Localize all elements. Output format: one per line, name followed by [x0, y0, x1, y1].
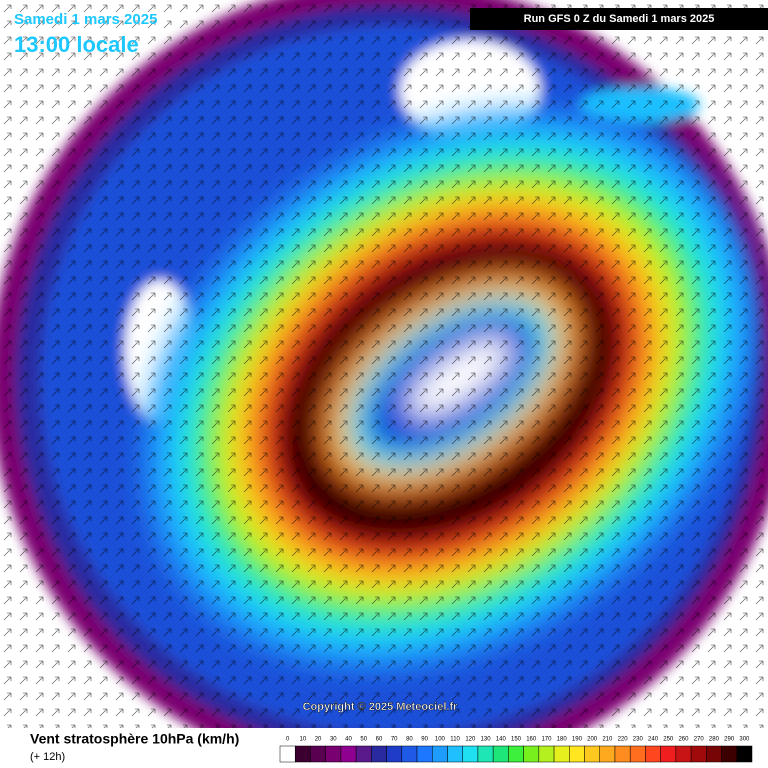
- colorbar-swatch: [706, 745, 722, 763]
- colorbar-tick-label: 130: [481, 737, 492, 743]
- colorbar-swatch: [645, 745, 661, 763]
- colorbar-tick-label: 190: [572, 737, 583, 743]
- colorbar-tick-label: 280: [709, 737, 720, 743]
- colorbar-tick-label: 300: [739, 737, 750, 743]
- colorbar-tick-label: 160: [526, 737, 537, 743]
- colorbar-swatch: [279, 745, 296, 763]
- colorbar-swatch: [416, 745, 433, 763]
- colorbar-swatch: [508, 745, 524, 763]
- colorbar-swatch: [675, 745, 692, 763]
- colorbar-swatch: [310, 745, 326, 763]
- colorbar-tick-label: 70: [391, 737, 398, 743]
- colorbar-tick-label: 20: [315, 737, 322, 743]
- colorbar-tick-label: 60: [376, 737, 383, 743]
- date: Samedi 1 mars 2025: [14, 11, 157, 28]
- colorbar-swatch: [629, 745, 646, 763]
- colorbar-tick-label: 110: [450, 737, 460, 743]
- colorbar-swatch: [523, 745, 540, 763]
- colorbar-swatch: [386, 745, 403, 763]
- colorbar-swatch: [477, 745, 494, 763]
- colorbar-swatch: [599, 745, 616, 763]
- colorbar-tick-label: 30: [330, 737, 337, 743]
- colorbar-swatch: [690, 745, 707, 763]
- colorbar-swatch: [614, 745, 631, 763]
- colorbar-swatch: [432, 745, 448, 763]
- colorbar-tick-label: 210: [602, 737, 613, 743]
- colorbar-tick-label: 220: [618, 737, 629, 743]
- time: 13:00 locale: [14, 32, 139, 57]
- run-box: [470, 8, 768, 30]
- colorbar-tick-label: 80: [406, 737, 413, 743]
- colorbar-tick-label: 0: [286, 737, 290, 743]
- colorbar-swatch: [492, 745, 509, 763]
- colorbar-swatch: [371, 745, 387, 763]
- colorbar-swatch: [294, 745, 311, 763]
- colorbar-tick-label: 120: [465, 737, 476, 743]
- colorbar-tick-label: 50: [360, 737, 367, 743]
- colorbar-tick-label: 170: [541, 737, 552, 743]
- colorbar-swatch: [355, 745, 372, 763]
- legend-subtitle: (+ 12h): [30, 751, 65, 763]
- colorbar-swatch: [325, 745, 342, 763]
- colorbar-swatch: [569, 745, 585, 763]
- colorbar-swatch: [462, 745, 479, 763]
- legend-title: Vent stratosphère 10hPa (km/h): [30, 731, 239, 747]
- colorbar-swatch: [660, 745, 677, 763]
- colorbar-swatch: [584, 745, 600, 763]
- colorbar-tick-label: 290: [724, 737, 735, 743]
- colorbar-tick-label: 230: [633, 737, 644, 743]
- colorbar-tick-label: 180: [557, 737, 568, 743]
- colorbar-tick-label: 100: [435, 737, 446, 743]
- colorbar-tick-label: 10: [299, 737, 306, 743]
- colorbar-tick-label: 90: [421, 737, 428, 743]
- colorbar-tick-label: 140: [496, 737, 507, 743]
- colorbar-swatch: [340, 745, 357, 763]
- colorbar-tick-label: 260: [678, 737, 689, 743]
- copyright: Copyright © 2025 Meteociel.fr: [303, 701, 459, 713]
- colorbar-tick-label: 40: [345, 737, 352, 743]
- colorbar-tick-label: 200: [587, 737, 598, 743]
- colorbar-swatch: [721, 745, 738, 763]
- colorbar-tick-label: 250: [663, 737, 674, 743]
- run-info: Run GFS 0 Z du Samedi 1 mars 2025: [524, 13, 715, 25]
- colorbar-swatch: [538, 745, 555, 763]
- colorbar-tick-label: 240: [648, 737, 659, 743]
- colorbar-swatch: [401, 745, 418, 763]
- colorbar-tick-label: 270: [694, 737, 705, 743]
- colorbar-swatch: [447, 745, 463, 763]
- colorbar-swatch: [553, 745, 570, 763]
- colorbar-swatch: [736, 745, 753, 763]
- colorbar-tick-label: 150: [511, 737, 522, 743]
